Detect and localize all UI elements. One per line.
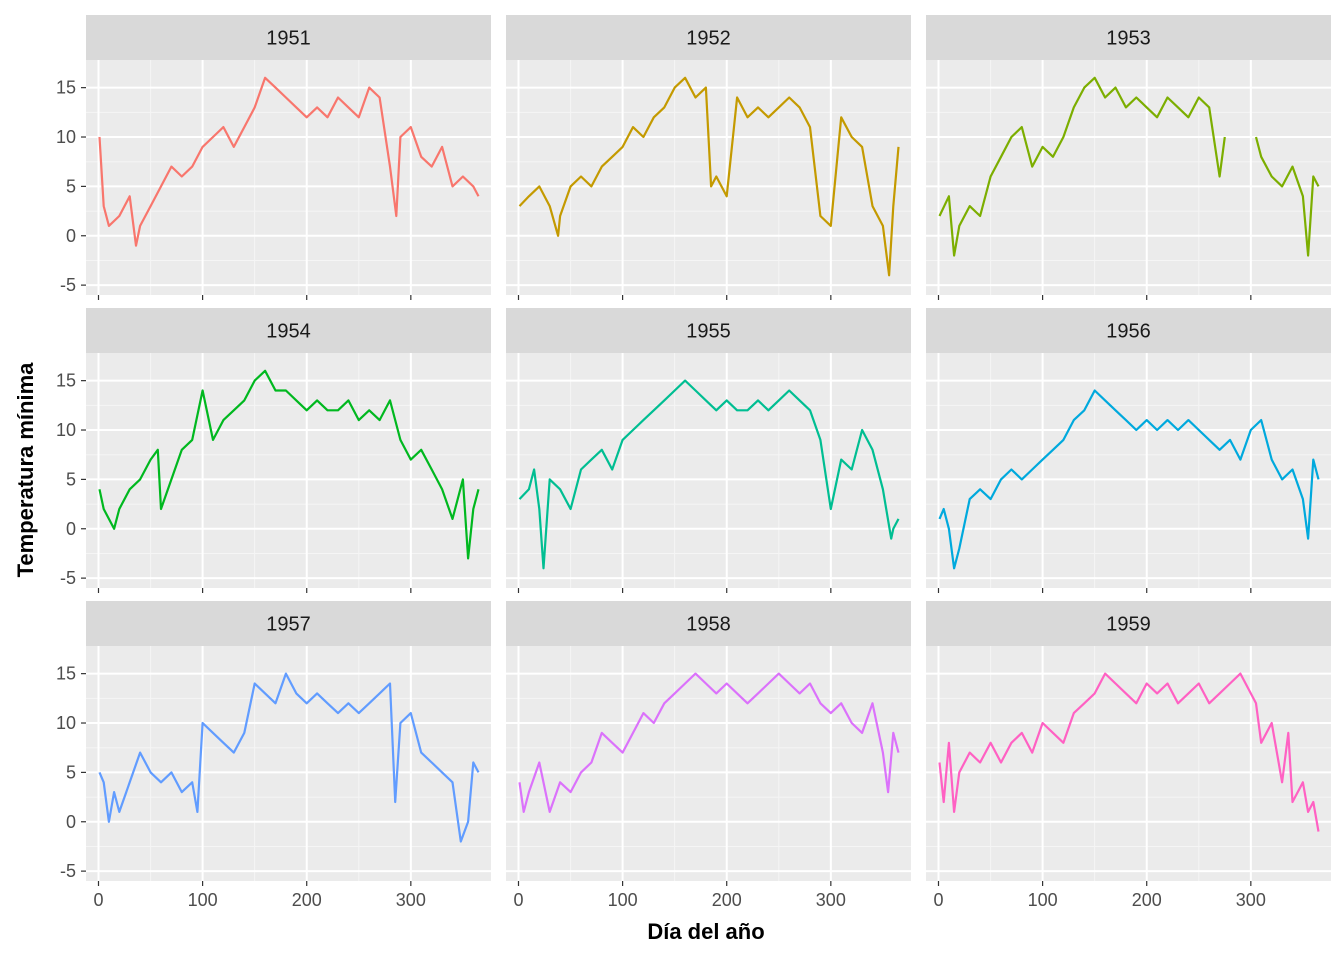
facet-strip — [86, 308, 491, 353]
x-tick-label: 0 — [513, 890, 523, 910]
y-tick-label: 0 — [66, 519, 76, 539]
facet-strip-label: 1954 — [266, 321, 311, 343]
y-tick-label: 10 — [56, 420, 76, 440]
y-tick-label: 15 — [56, 371, 76, 391]
series-line-1958 — [518, 672, 900, 814]
y-tick-label: 0 — [66, 812, 76, 832]
y-tick-label: 5 — [66, 469, 76, 489]
facet-strip — [86, 601, 491, 646]
y-tick-label: 15 — [56, 78, 76, 98]
x-tick-label: 300 — [816, 890, 846, 910]
x-tick-label: 200 — [1132, 890, 1162, 910]
facet-strip-label: 1952 — [686, 28, 731, 50]
series-line-1955 — [518, 379, 900, 570]
facet-panel-1957: 1957 — [86, 601, 491, 881]
y-tick-label: 15 — [56, 664, 76, 684]
x-tick-label: 100 — [188, 890, 218, 910]
panel-background — [926, 353, 1331, 588]
panel-background — [86, 353, 491, 588]
facet-strip — [506, 308, 911, 353]
facet-panel-1955: 1955 — [506, 308, 911, 588]
panel-background — [86, 60, 491, 295]
facet-strip — [926, 601, 1331, 646]
panel-background — [926, 646, 1331, 881]
facet-panels: 1951 1952 1953 1954 1955 1956 1957 1958 1959 — [86, 15, 1331, 881]
series-line-1954 — [98, 369, 480, 560]
x-tick-label: 300 — [1236, 890, 1266, 910]
series-line-1952 — [518, 76, 900, 277]
y-tick-label: 10 — [56, 127, 76, 147]
y-tick-label: 5 — [66, 762, 76, 782]
facet-strip — [506, 601, 911, 646]
facet-panel-1956: 1956 — [926, 308, 1331, 588]
x-tick-label: 100 — [608, 890, 638, 910]
facet-strip-label: 1959 — [1106, 614, 1151, 636]
y-tick-label: -5 — [60, 861, 76, 881]
panel-background — [506, 353, 911, 588]
y-axis-title: Temperatura mínima — [13, 362, 38, 578]
x-tick-label: 300 — [396, 890, 426, 910]
series-line-1953 — [1254, 136, 1320, 257]
y-axes: -5 0 5 10 15 -5 0 5 10 15 -5 0 5 10 15 — [56, 78, 86, 881]
y-tick-label: 0 — [66, 226, 76, 246]
facet-strip-label: 1957 — [266, 614, 311, 636]
series-line-1951 — [98, 76, 480, 247]
x-tick-label: 0 — [93, 890, 103, 910]
x-tick-label: 0 — [933, 890, 943, 910]
y-tick-label: 5 — [66, 176, 76, 196]
facet-strip — [926, 308, 1331, 353]
x-tick-label: 200 — [292, 890, 322, 910]
facet-panel-1953: 1953 — [926, 15, 1331, 295]
facet-strip — [506, 15, 911, 60]
facet-strip — [86, 15, 491, 60]
x-axes: 0 100 200 300 0 100 200 300 0 100 200 300 — [93, 295, 1266, 910]
facet-strip-label: 1958 — [686, 614, 731, 636]
panel-background — [926, 60, 1331, 295]
facet-panel-1958: 1958 — [506, 601, 911, 881]
facet-strip-label: 1953 — [1106, 28, 1151, 50]
facet-panel-1954: 1954 — [86, 308, 491, 588]
panel-background — [506, 60, 911, 295]
facet-panel-1952: 1952 — [506, 15, 911, 295]
facet-strip-label: 1956 — [1106, 321, 1151, 343]
y-tick-label: -5 — [60, 568, 76, 588]
facet-strip-label: 1955 — [686, 321, 731, 343]
y-tick-label: 10 — [56, 713, 76, 733]
series-line-1959 — [938, 672, 1320, 832]
panel-background — [86, 646, 491, 881]
panel-background — [506, 646, 911, 881]
facet-panel-1959: 1959 — [926, 601, 1331, 881]
facet-panel-1951: 1951 — [86, 15, 491, 295]
series-line-1957 — [98, 672, 480, 843]
series-line-1956 — [938, 389, 1320, 570]
facet-strip — [926, 15, 1331, 60]
x-axis-title: Día del año — [647, 919, 764, 944]
x-tick-label: 100 — [1028, 890, 1058, 910]
series-line-1953 — [938, 76, 1226, 257]
y-tick-label: -5 — [60, 275, 76, 295]
x-tick-label: 200 — [712, 890, 742, 910]
facet-strip-label: 1951 — [266, 28, 311, 50]
